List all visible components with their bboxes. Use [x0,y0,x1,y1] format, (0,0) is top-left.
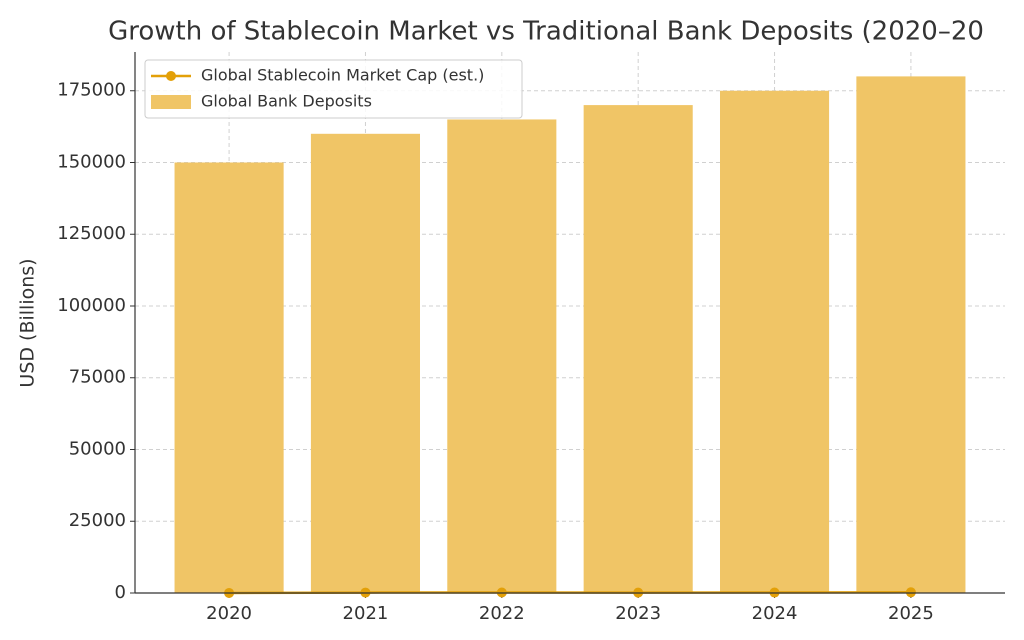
legend-label: Global Bank Deposits [201,92,372,111]
y-axis-label: USD (Billions) [17,258,39,387]
bar [310,133,420,593]
y-tick-label: 50000 [69,438,126,459]
bar [447,119,557,594]
legend-marker [166,71,176,81]
bar [583,105,693,593]
y-tick-label: 150000 [57,151,126,172]
bar [856,76,966,594]
bar [174,162,284,593]
x-tick-label: 2020 [206,603,252,624]
y-tick-label: 0 [115,582,126,603]
x-tick-label: 2021 [343,603,389,624]
legend-box [144,59,523,119]
y-tick-label: 125000 [57,223,126,244]
legend-patch [151,95,191,109]
y-tick-label: 100000 [57,295,126,316]
x-tick-label: 2025 [888,603,934,624]
legend: Global Stablecoin Market Cap (est.) Globa… [144,59,523,119]
y-tick-label: 25000 [69,510,126,531]
x-tick-label: 2022 [479,603,525,624]
x-tick-label: 2024 [752,603,798,624]
bar [720,90,830,593]
legend-label: Global Stablecoin Market Cap (est.) [201,66,484,85]
y-tick-label: 75000 [69,367,126,388]
y-tick-label: 175000 [57,80,126,101]
chart-title: Growth of Stablecoin Market vs Tradition… [108,17,984,47]
line-marker [905,587,916,598]
x-tick-label: 2023 [615,603,661,624]
